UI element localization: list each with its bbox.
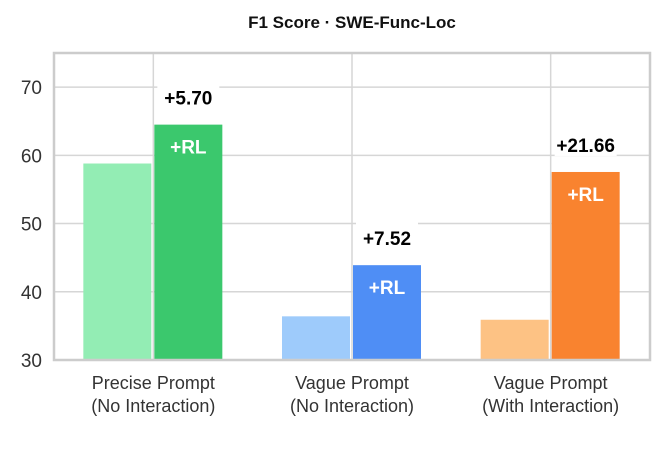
annotation-bg [554,125,617,156]
gain-annotation: +5.70 [164,89,212,110]
bar-rl [154,124,223,360]
y-tick-label: 50 [21,215,42,236]
bar-rl [551,171,620,360]
bar-base [83,163,152,360]
x-tick-label: (No Interaction) [290,396,414,416]
x-tick-label: Vague Prompt [295,373,409,393]
gain-annotation: +21.66 [556,136,615,157]
x-tick-label: (With Interaction) [482,396,619,416]
bar-rl [353,265,421,360]
annotation-bg [157,78,220,109]
x-tick-label: Precise Prompt [92,373,215,393]
y-tick-label: 70 [21,78,42,99]
bar-rl-label: +RL [170,138,207,159]
chart-title: F1 Score · SWE-Func-Loc [248,13,456,32]
x-tick-label: Vague Prompt [494,373,608,393]
annotation-bg [356,219,418,250]
bar-rl-label: +RL [369,278,406,299]
plot-frame [52,51,652,362]
x-tick-label: (No Interaction) [91,396,215,416]
y-tick-label: 60 [21,146,42,167]
bar-base [480,319,549,360]
bar-rl-label: +RL [567,185,604,206]
y-tick-label: 30 [21,351,42,372]
gain-annotation: +7.52 [363,229,411,250]
bar-base [282,316,350,360]
y-tick-label: 40 [21,283,42,304]
